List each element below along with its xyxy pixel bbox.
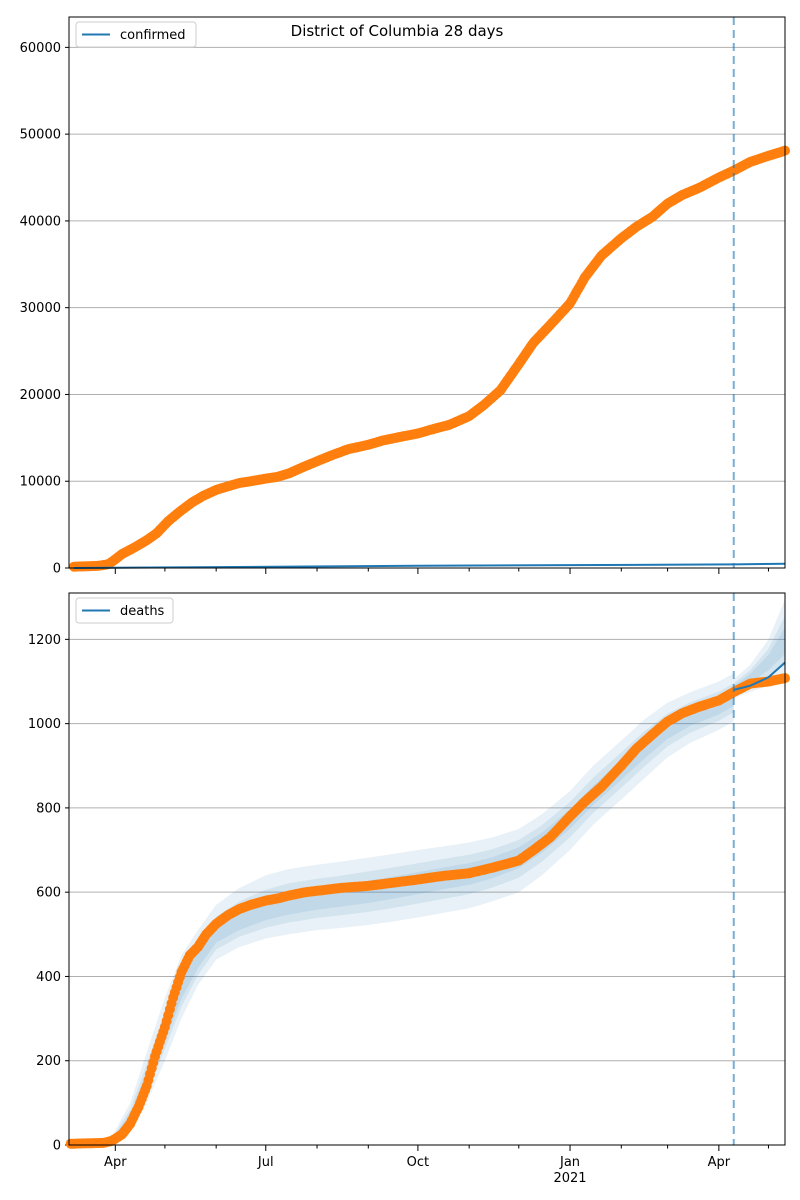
deaths-y-tick-label: 1000 (28, 717, 61, 732)
figure-title: District of Columbia 28 days (291, 22, 504, 40)
confirmed-y-tick-label: 0 (53, 562, 61, 577)
confirmed-y-tick-label: 30000 (20, 301, 61, 316)
deaths-axes-frame (68, 592, 786, 1146)
confirmed-y-tick-label: 60000 (20, 41, 61, 56)
deaths-legend-box (75, 597, 174, 624)
confirmed-legend-label: confirmed (120, 28, 186, 43)
deaths-legend-label: deaths (120, 604, 165, 619)
deaths-uncertainty-band (112, 683, 734, 1144)
confirmed-panel: 0 10000 20000 30000 40000 50000 60000 confirmed (20, 16, 790, 577)
x-tick-label: Apr (708, 1155, 731, 1170)
deaths-y-tick-label: 200 (36, 1054, 61, 1069)
deaths-y-tick-label: 600 (36, 886, 61, 901)
confirmed-y-tick-label: 10000 (20, 475, 61, 490)
confirmed-y-tick-label: 50000 (20, 128, 61, 143)
x-tick-year-label: 2021 (553, 1171, 586, 1186)
deaths-y-tick-label: 400 (36, 970, 61, 985)
deaths-model-line (733, 661, 786, 691)
deaths-uncertainty-band (112, 673, 734, 1145)
x-tick-label: Apr (104, 1155, 127, 1170)
confirmed-legend: confirmed (75, 21, 197, 48)
confirmed-y-tick-label: 40000 (20, 214, 61, 229)
deaths-y-tick-label: 0 (53, 1139, 61, 1154)
x-tick-label: Oct (407, 1155, 429, 1170)
deaths-forecast-band (733, 615, 785, 695)
deaths-y-tick-label: 1200 (28, 633, 61, 648)
deaths-panel: 0 200 400 600 800 1000 1200 deaths Apr Jul Oct Jan A… (28, 592, 790, 1186)
deaths-y-tick-label: 800 (36, 801, 61, 816)
confirmed-model-line (73, 562, 786, 569)
confirmed-y-tick-label: 20000 (20, 388, 61, 403)
x-tick-label: Jan (559, 1155, 580, 1170)
x-tick-label: Jul (257, 1155, 274, 1170)
confirmed-legend-box (75, 21, 197, 48)
deaths-legend: deaths (75, 597, 174, 624)
confirmed-axes-frame (68, 16, 786, 569)
